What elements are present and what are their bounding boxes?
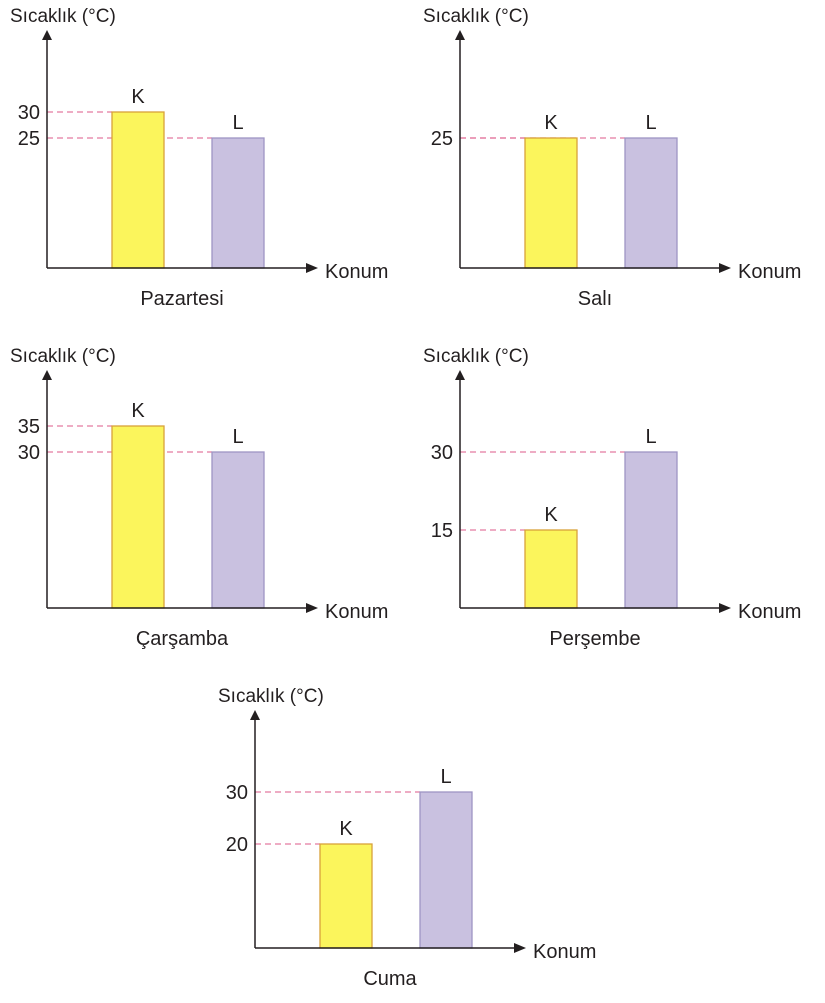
chart-0-bar-label-K: K (131, 86, 145, 108)
chart-2-y-axis-arrow (42, 370, 52, 380)
chart-4-bar-K (319, 843, 373, 949)
chart-3-ylabel: Sıcaklık (°C) (423, 346, 529, 367)
chart-4-x-axis-arrow (514, 943, 526, 953)
chart-3-bar-L (624, 451, 678, 609)
chart-2-ytick-35: 35 (18, 416, 40, 438)
chart-0-title: Pazartesi (140, 288, 223, 310)
chart-3-title: Perşembe (549, 628, 640, 650)
chart-1-bar-label-K: K (544, 112, 558, 134)
chart-3-bar-label-L: L (645, 426, 656, 448)
chart-4-ytick-30: 30 (226, 782, 248, 804)
chart-3-x-axis-arrow (719, 603, 731, 613)
chart-1-bar-K (524, 137, 578, 269)
chart-1-x-axis-arrow (719, 263, 731, 273)
chart-3-ytick-30: 30 (431, 442, 453, 464)
chart-2-ylabel: Sıcaklık (°C) (10, 346, 116, 367)
chart-0-ytick-30: 30 (18, 102, 40, 124)
chart-pazartesi: Sıcaklık (°C) K L 25 30 Konum Pazartesi (0, 0, 410, 320)
chart-1-y-axis-arrow (455, 30, 465, 40)
chart-carsamba: Sıcaklık (°C) K L 30 35 Konum Çarşamba (0, 340, 410, 660)
chart-2-bar-K (111, 425, 165, 609)
chart-4-bar-L (419, 791, 473, 949)
chart-3-xlabel: Konum (738, 601, 801, 623)
chart-2-bar-label-L: L (232, 426, 243, 448)
chart-1-title: Salı (578, 288, 612, 310)
chart-4-bar-label-K: K (339, 818, 353, 840)
chart-2-x-axis-arrow (306, 603, 318, 613)
chart-1-bar-L (624, 137, 678, 269)
chart-0-bar-L (211, 137, 265, 269)
chart-0-xlabel: Konum (325, 261, 388, 283)
chart-pazartesi-svg: Sıcaklık (°C) K L 25 30 Konum Pazartesi (10, 6, 388, 310)
chart-4-bar-label-L: L (440, 766, 451, 788)
chart-cuma: Sıcaklık (°C) K L 20 30 Konum Cuma (208, 680, 618, 1000)
chart-4-title: Cuma (363, 968, 417, 990)
chart-0-y-axis-arrow (42, 30, 52, 40)
chart-1-ytick-25: 25 (431, 128, 453, 150)
chart-4-ytick-20: 20 (226, 834, 248, 856)
chart-persembe-svg: Sıcaklık (°C) K L 15 30 Konum Perşembe (423, 346, 801, 650)
chart-3-ytick-15: 15 (431, 520, 453, 542)
chart-sali-svg: Sıcaklık (°C) K L 25 Konum Salı (423, 6, 801, 310)
chart-2-ytick-30: 30 (18, 442, 40, 464)
chart-3-y-axis-arrow (455, 370, 465, 380)
chart-0-ytick-25: 25 (18, 128, 40, 150)
chart-3-bar-label-K: K (544, 504, 558, 526)
chart-carsamba-svg: Sıcaklık (°C) K L 30 35 Konum Çarşamba (10, 346, 388, 650)
chart-0-x-axis-arrow (306, 263, 318, 273)
chart-2-bar-label-K: K (131, 400, 145, 422)
chart-2-xlabel: Konum (325, 601, 388, 623)
chart-cuma-svg: Sıcaklık (°C) K L 20 30 Konum Cuma (218, 686, 596, 990)
chart-0-bar-label-L: L (232, 112, 243, 134)
chart-4-y-axis-arrow (250, 710, 260, 720)
chart-sali: Sıcaklık (°C) K L 25 Konum Salı (413, 0, 823, 320)
chart-4-ylabel: Sıcaklık (°C) (218, 686, 324, 707)
chart-0-bar-K (111, 111, 165, 269)
chart-1-xlabel: Konum (738, 261, 801, 283)
chart-3-bar-K (524, 529, 578, 609)
chart-0-ylabel: Sıcaklık (°C) (10, 6, 116, 27)
chart-2-title: Çarşamba (136, 628, 229, 650)
chart-1-bar-label-L: L (645, 112, 656, 134)
chart-2-bar-L (211, 451, 265, 609)
chart-4-xlabel: Konum (533, 941, 596, 963)
chart-1-ylabel: Sıcaklık (°C) (423, 6, 529, 27)
chart-persembe: Sıcaklık (°C) K L 15 30 Konum Perşembe (413, 340, 823, 660)
